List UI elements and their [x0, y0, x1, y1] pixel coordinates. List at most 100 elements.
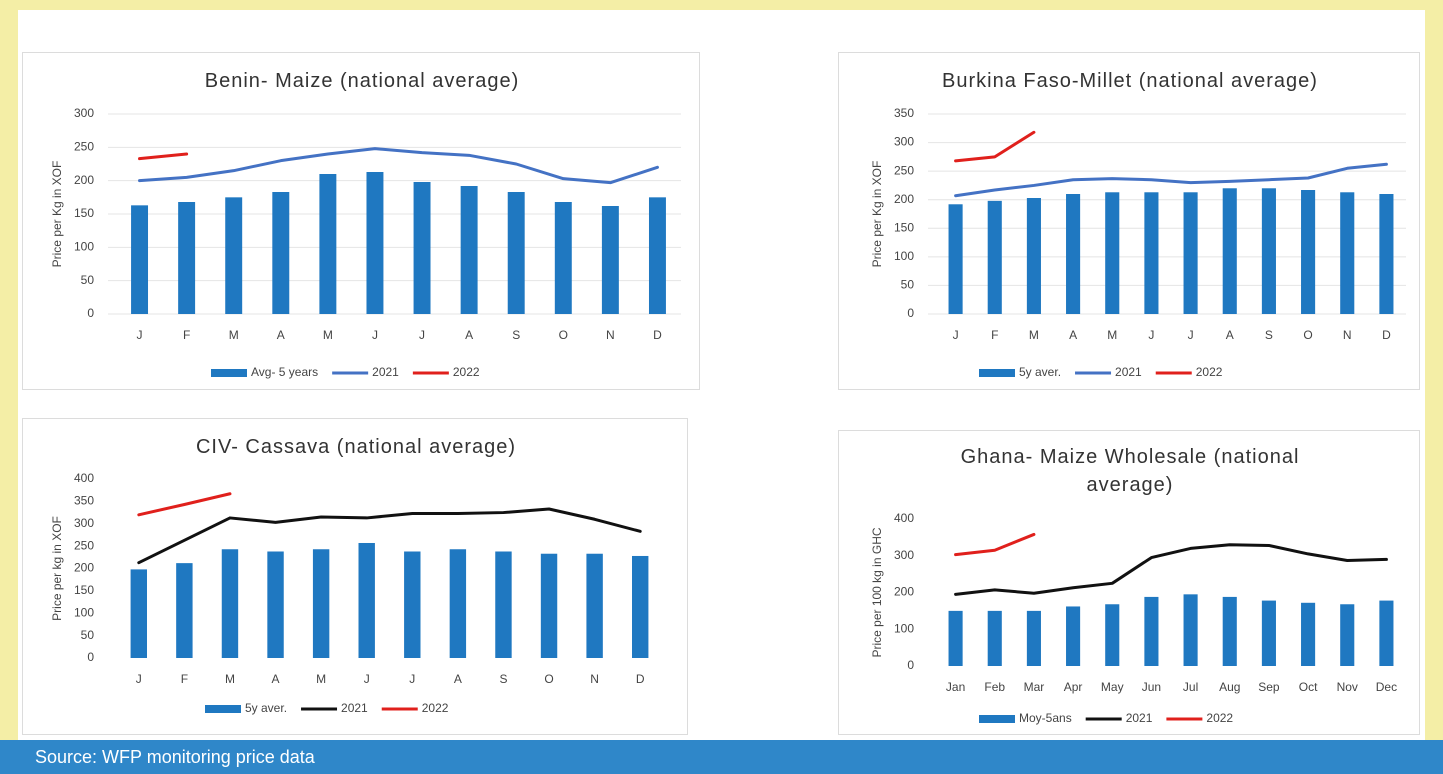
bar	[1183, 594, 1198, 666]
x-tick-label: S	[499, 672, 507, 686]
y-tick-label: 400	[894, 511, 914, 525]
legend-label: 2022	[1196, 365, 1223, 379]
line-series	[954, 543, 1388, 596]
x-tick-label: O	[559, 328, 568, 342]
x-tick-label: J	[1188, 328, 1194, 342]
x-tick-label: N	[606, 328, 615, 342]
x-tick-label: Jun	[1142, 680, 1161, 694]
bar	[1105, 604, 1120, 666]
bar	[1340, 604, 1355, 666]
bar	[1301, 602, 1316, 666]
x-tick-label: Sep	[1258, 680, 1280, 694]
y-tick-label: 100	[894, 249, 914, 263]
y-tick-label: 0	[87, 306, 94, 320]
bar	[176, 563, 193, 658]
x-tick-label: Aug	[1219, 680, 1240, 694]
legend-label: 2021	[1126, 711, 1153, 725]
x-tick-label: Nov	[1337, 680, 1358, 694]
legend-label: 2021	[341, 701, 368, 715]
line-series	[954, 162, 1388, 198]
chart-title: Ghana- Maize Wholesale (national average…	[960, 446, 1300, 496]
y-tick-label: 0	[907, 306, 914, 320]
y-tick-label: 200	[894, 585, 914, 599]
bar	[507, 192, 525, 314]
chart: Price per Kg in XOF 0 50 100 150 200 250 300 J F M…	[50, 106, 681, 379]
x-tick-label: F	[991, 328, 998, 342]
bar	[948, 610, 963, 666]
y-tick-label: 0	[87, 650, 94, 664]
content-area: Price per Kg in XOF 0 50 100 150 200 250 300 J F M…	[18, 10, 1425, 740]
x-tick-label: D	[653, 328, 662, 342]
x-tick-label: N	[1343, 328, 1352, 342]
bar	[449, 549, 467, 658]
legend-swatch	[979, 715, 1015, 723]
x-tick-label: N	[590, 672, 599, 686]
legend-label: 2021	[1115, 365, 1142, 379]
bar	[267, 551, 284, 658]
bar	[358, 542, 375, 658]
y-tick-label: 0	[907, 658, 914, 672]
x-tick-label: A	[454, 672, 462, 686]
x-tick-label: M	[229, 328, 239, 342]
x-tick-label: Feb	[984, 680, 1005, 694]
y-tick-label: 300	[74, 516, 94, 530]
x-tick-label: A	[272, 672, 280, 686]
bar	[1301, 190, 1316, 314]
chart-title: Benin- Maize (national average)	[204, 70, 520, 92]
legend-swatch	[979, 369, 1015, 377]
x-tick-label: M	[225, 672, 235, 686]
bar	[272, 192, 290, 314]
y-tick-label: 200	[74, 561, 94, 575]
bar	[319, 174, 337, 314]
bar	[131, 205, 149, 314]
chart-panel: Price per kg in XOF 0 50 100 150 200 250 300 350…	[22, 418, 688, 735]
chart: Price per kg in XOF 0 50 100 150 200 250 300 350…	[50, 471, 649, 715]
line-series	[138, 152, 189, 161]
x-tick-label: A	[1069, 328, 1077, 342]
bar	[1222, 188, 1237, 314]
bar	[1261, 600, 1276, 666]
bar	[221, 549, 239, 658]
legend-label: 2022	[453, 365, 480, 379]
x-tick-label: O	[544, 672, 553, 686]
y-axis-label: Price per kg in XOF	[50, 516, 64, 621]
chart-title: CIV- Cassava (national average)	[195, 436, 517, 458]
x-tick-label: M	[323, 328, 333, 342]
x-tick-label: F	[183, 328, 190, 342]
chart: Price per Kg in XOF 0 50 100 150 200 250 300 350…	[870, 106, 1406, 379]
legend-label: 2021	[372, 365, 399, 379]
source-bar: Source: WFP monitoring price data	[0, 740, 1443, 774]
y-tick-label: 300	[74, 106, 94, 120]
bar	[130, 569, 147, 658]
line-series	[138, 147, 659, 185]
bar	[1066, 606, 1081, 666]
x-tick-label: F	[181, 672, 188, 686]
bar	[632, 555, 649, 658]
x-tick-label: Jul	[1183, 680, 1198, 694]
bar	[948, 204, 963, 314]
bar	[178, 202, 196, 314]
y-tick-label: 250	[894, 163, 914, 177]
bar	[1379, 600, 1394, 666]
y-tick-label: 250	[74, 140, 94, 154]
bar	[1026, 610, 1041, 666]
chart: Price per 100 kg in GHC 0 100 200 300 400 Jan F…	[870, 511, 1397, 725]
y-tick-label: 100	[894, 621, 914, 635]
chart-title: Burkina Faso-Millet (national average)	[942, 70, 1318, 92]
y-tick-label: 50	[81, 628, 95, 642]
x-tick-label: J	[136, 672, 142, 686]
x-tick-label: J	[372, 328, 378, 342]
y-axis-label: Price per Kg in XOF	[50, 161, 64, 268]
x-tick-label: A	[277, 328, 285, 342]
bar	[987, 200, 1002, 314]
x-tick-label: Mar	[1024, 680, 1045, 694]
x-tick-label: May	[1101, 680, 1124, 694]
y-tick-label: 50	[81, 273, 95, 287]
x-tick-label: D	[636, 672, 645, 686]
bar	[1340, 192, 1355, 314]
bar	[586, 553, 603, 658]
y-tick-label: 100	[74, 605, 94, 619]
legend-swatch	[211, 369, 247, 377]
y-tick-label: 100	[74, 240, 94, 254]
x-tick-label: J	[364, 672, 370, 686]
